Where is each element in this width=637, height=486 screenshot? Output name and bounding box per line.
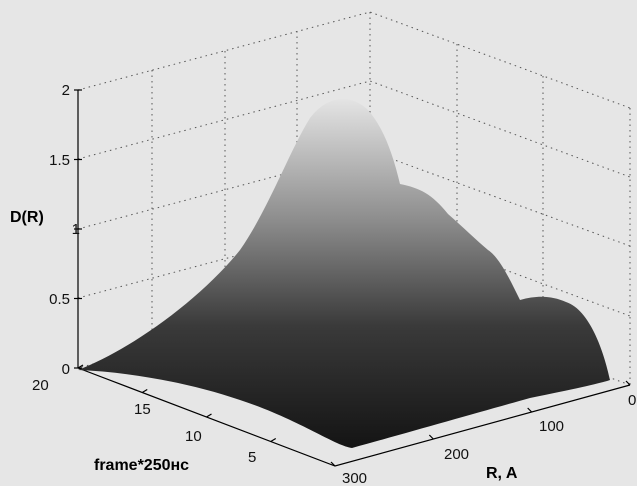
- z-tick-2: 2: [62, 82, 70, 99]
- z-tick-1.5: 1.5: [49, 152, 70, 169]
- surface-mesh: [78, 98, 610, 448]
- y-tick-mark-5: [270, 437, 277, 443]
- y-tick-15: 15: [134, 401, 151, 418]
- z-axis-label: D(R): [10, 209, 44, 226]
- y-tick-10: 10: [185, 428, 202, 445]
- y-axis-label: frame*250нс: [94, 457, 189, 474]
- z-tick-1: 1: [72, 221, 80, 238]
- y-tick-20: 20: [32, 377, 49, 394]
- x-tick-300: 300: [342, 470, 367, 486]
- x-tick-mark-100: [527, 407, 533, 413]
- x-tick-mark-300: [330, 461, 336, 467]
- y-tick-mark-20: [77, 364, 84, 369]
- y-tick-mark-15: [141, 388, 148, 394]
- x-tick-mark-0: [625, 380, 631, 386]
- z-tick-0.5: 0.5: [49, 291, 70, 308]
- x-tick-0: 0: [628, 392, 636, 409]
- x-axis-label: R, A: [486, 465, 518, 482]
- y-tick-mark-10: [206, 413, 212, 418]
- y-tick-5: 5: [248, 449, 256, 466]
- tick-marks: [74, 89, 631, 467]
- z-tick-0: 0: [62, 361, 70, 378]
- x-tick-mark-200: [428, 434, 434, 440]
- x-tick-100: 100: [539, 418, 564, 435]
- x-tick-200: 200: [444, 446, 469, 463]
